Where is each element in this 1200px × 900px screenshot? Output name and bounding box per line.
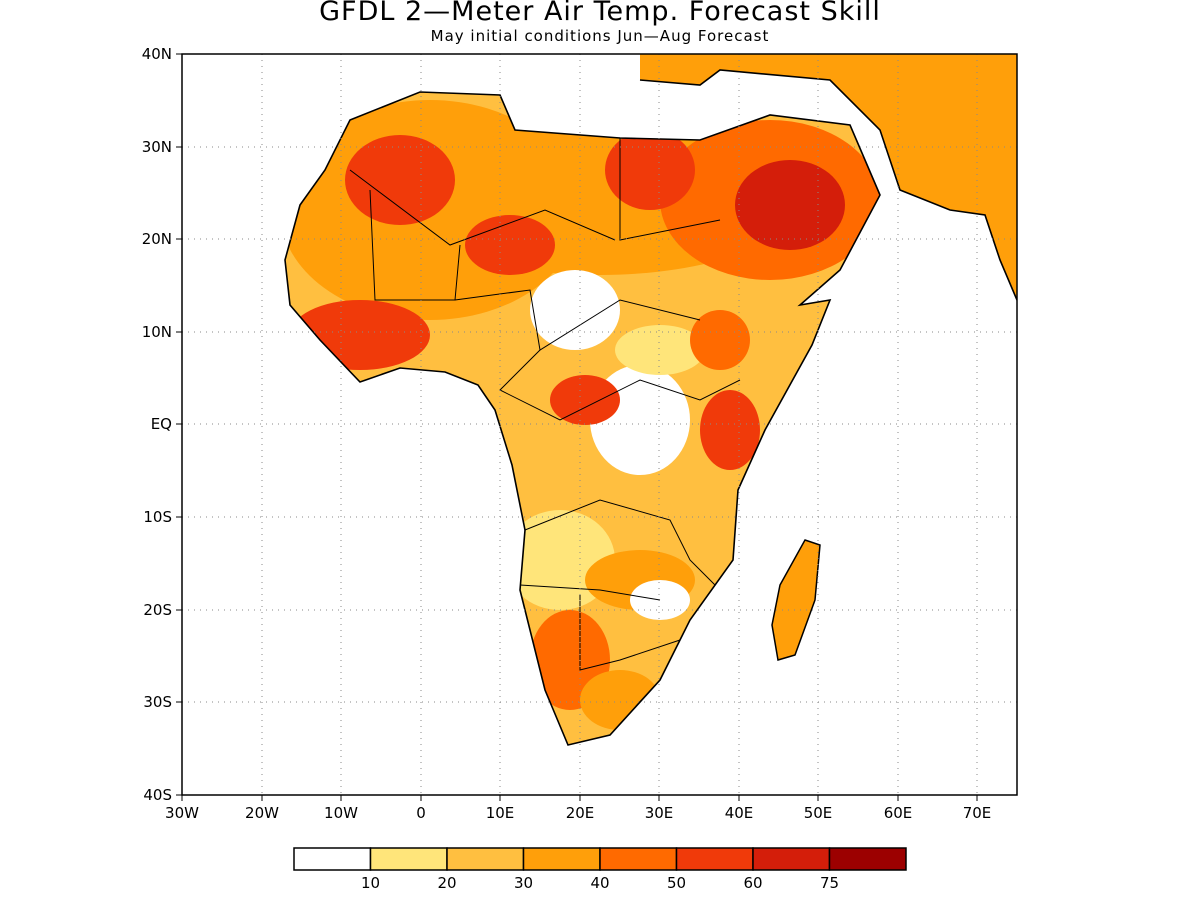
latitude-labels: 40N 30N 20N 10N EQ 10S 20S 30S 40S [142,45,172,804]
colorbar-swatch-skill-below-10 [293,847,372,871]
colorbar-label: 50 [667,874,686,892]
country-borders [349,138,741,671]
colorbar-swatch-skill-30-40 [522,847,601,871]
colorbar-swatch-skill-20-30 [446,847,525,871]
lon-label: 10E [486,804,515,822]
tick-marks [176,53,978,801]
colorbar-label: 60 [743,874,762,892]
lat-label: 20N [142,230,172,248]
lon-label: 40E [725,804,754,822]
lon-label: 0 [416,804,426,822]
lat-label: 30S [143,693,172,711]
colorbar: 10 20 30 40 50 60 75 [293,847,907,892]
colorbar-label: 75 [820,874,839,892]
colorbar-swatch-skill-60-75 [752,847,831,871]
map-title: GFDL 2—Meter Air Temp. Forecast Skill [319,0,881,27]
coastlines [284,69,1017,746]
colorbar-swatch-skill-above-75 [828,847,907,871]
lon-label: 50E [804,804,833,822]
lat-label: 30N [142,138,172,156]
lat-label: 20S [143,601,172,619]
lon-label: 20W [245,804,279,822]
lon-label: 60E [884,804,913,822]
lon-label: 30W [165,804,199,822]
colorbar-swatch-skill-40-50 [599,847,678,871]
colorbar-swatch-skill-10-20 [369,847,448,871]
lon-label: 20E [566,804,595,822]
lat-label: 10S [143,508,172,526]
colorbar-swatch-skill-50-60 [675,847,754,871]
colorbar-label: 10 [361,874,380,892]
lat-label: 10N [142,323,172,341]
lon-label: 30E [645,804,674,822]
colorbar-label: 40 [590,874,609,892]
lat-label: EQ [151,415,172,433]
longitude-labels: 30W 20W 10W 0 10E 20E 30E 40E 50E 60E 70… [165,804,991,822]
lat-label: 40S [143,786,172,804]
lat-label: 40N [142,45,172,63]
colorbar-label: 20 [437,874,456,892]
map-subtitle: May initial conditions Jun—Aug Forecast [430,27,770,45]
lon-label: 10W [324,804,358,822]
colorbar-label: 30 [514,874,533,892]
skill-shading [285,92,880,745]
lon-label: 70E [963,804,992,822]
